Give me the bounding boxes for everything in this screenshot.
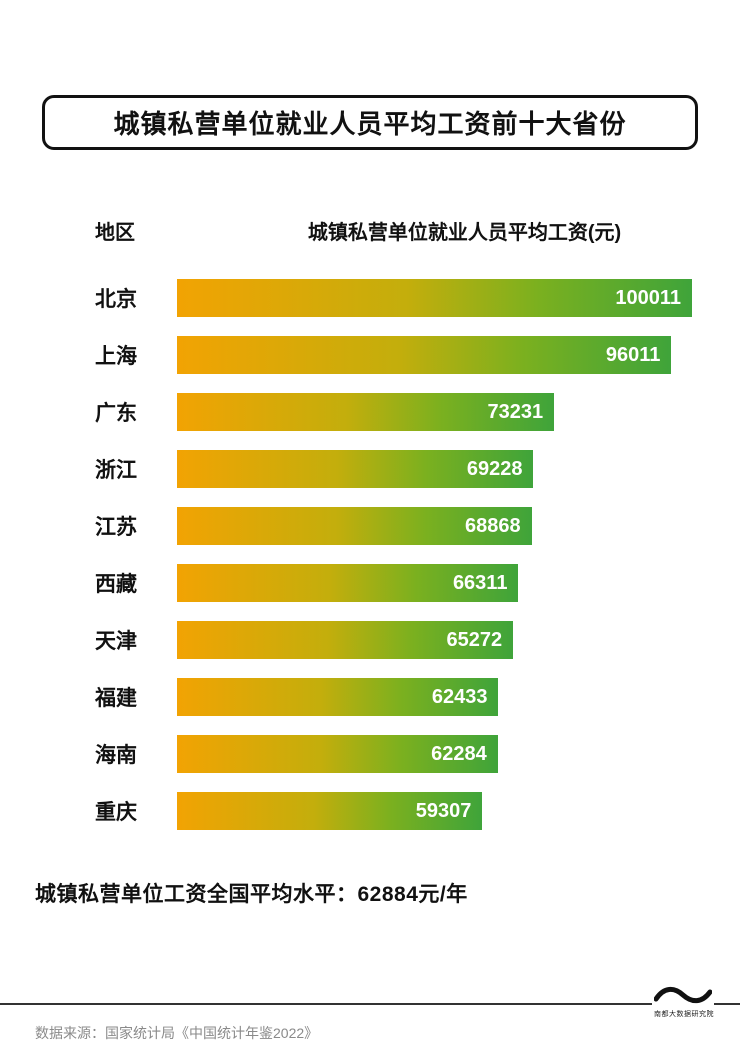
national-average-summary: 城镇私营单位工资全国平均水平：62884元/年 [35, 883, 468, 906]
bar-track: 62433 [177, 678, 692, 716]
value-bar: 59307 [177, 792, 483, 830]
bar-track: 66311 [177, 564, 692, 602]
table-row: 江苏 68868 [95, 507, 740, 545]
footer-divider [0, 1003, 740, 1005]
region-label: 海南 [95, 744, 137, 767]
value-label: 68868 [465, 514, 521, 537]
column-headers: 地区 城镇私营单位就业人员平均工资(元) [0, 216, 740, 245]
table-row: 上海 96011 [95, 336, 740, 374]
region-column-header: 地区 [95, 222, 135, 244]
table-row: 天津 65272 [95, 621, 740, 659]
value-label: 96011 [605, 343, 661, 366]
publisher-logo-text: 南都大数据研究院 [654, 1011, 714, 1018]
wave-logo-icon [654, 983, 712, 1009]
table-row: 重庆 59307 [95, 792, 740, 830]
region-label: 上海 [95, 345, 137, 368]
bar-track: 65272 [177, 621, 692, 659]
region-label: 浙江 [95, 459, 137, 482]
bar-track: 73231 [177, 393, 692, 431]
value-label: 100011 [615, 286, 681, 309]
value-column-header: 城镇私营单位就业人员平均工资(元) [307, 222, 622, 244]
region-label: 北京 [95, 288, 137, 311]
value-label: 73231 [487, 400, 544, 423]
value-label: 62433 [431, 685, 488, 708]
bar-track: 62284 [177, 735, 692, 773]
value-label: 66311 [452, 571, 508, 594]
value-bar: 66311 [177, 564, 519, 602]
value-label: 59307 [415, 799, 472, 822]
region-label: 天津 [95, 630, 137, 653]
publisher-logo: 南都大数据研究院 [652, 981, 714, 1019]
data-source: 数据来源：国家统计局《中国统计年鉴2022》 [35, 1025, 319, 1041]
value-bar: 96011 [177, 336, 672, 374]
table-row: 西藏 66311 [95, 564, 740, 602]
table-row: 海南 62284 [95, 735, 740, 773]
value-label: 62284 [431, 742, 487, 765]
region-label: 西藏 [95, 573, 137, 596]
table-row: 广东 73231 [95, 393, 740, 431]
bar-track: 96011 [177, 336, 692, 374]
value-bar: 65272 [177, 621, 514, 659]
chart-title: 城镇私营单位就业人员平均工资前十大省份 [42, 95, 698, 150]
value-bar: 69228 [177, 450, 534, 488]
region-label: 福建 [95, 687, 137, 710]
chart-title-text: 城镇私营单位就业人员平均工资前十大省份 [113, 109, 627, 139]
value-label: 65272 [446, 628, 503, 651]
value-bar: 100011 [177, 279, 692, 317]
bar-track: 69228 [177, 450, 692, 488]
table-row: 北京 100011 [95, 279, 740, 317]
table-row: 浙江 69228 [95, 450, 740, 488]
bar-track: 100011 [177, 279, 692, 317]
region-label: 广东 [95, 402, 137, 425]
bar-track: 59307 [177, 792, 692, 830]
value-bar: 62433 [177, 678, 499, 716]
value-bar: 73231 [177, 393, 555, 431]
value-bar: 62284 [177, 735, 498, 773]
bar-track: 68868 [177, 507, 692, 545]
region-label: 重庆 [95, 801, 137, 824]
region-label: 江苏 [95, 516, 137, 539]
value-label: 69228 [466, 457, 523, 480]
table-row: 福建 62433 [95, 678, 740, 716]
value-bar: 68868 [177, 507, 532, 545]
bar-chart: 北京 100011 上海 96011 广东 73231 浙江 69228 [0, 279, 740, 830]
